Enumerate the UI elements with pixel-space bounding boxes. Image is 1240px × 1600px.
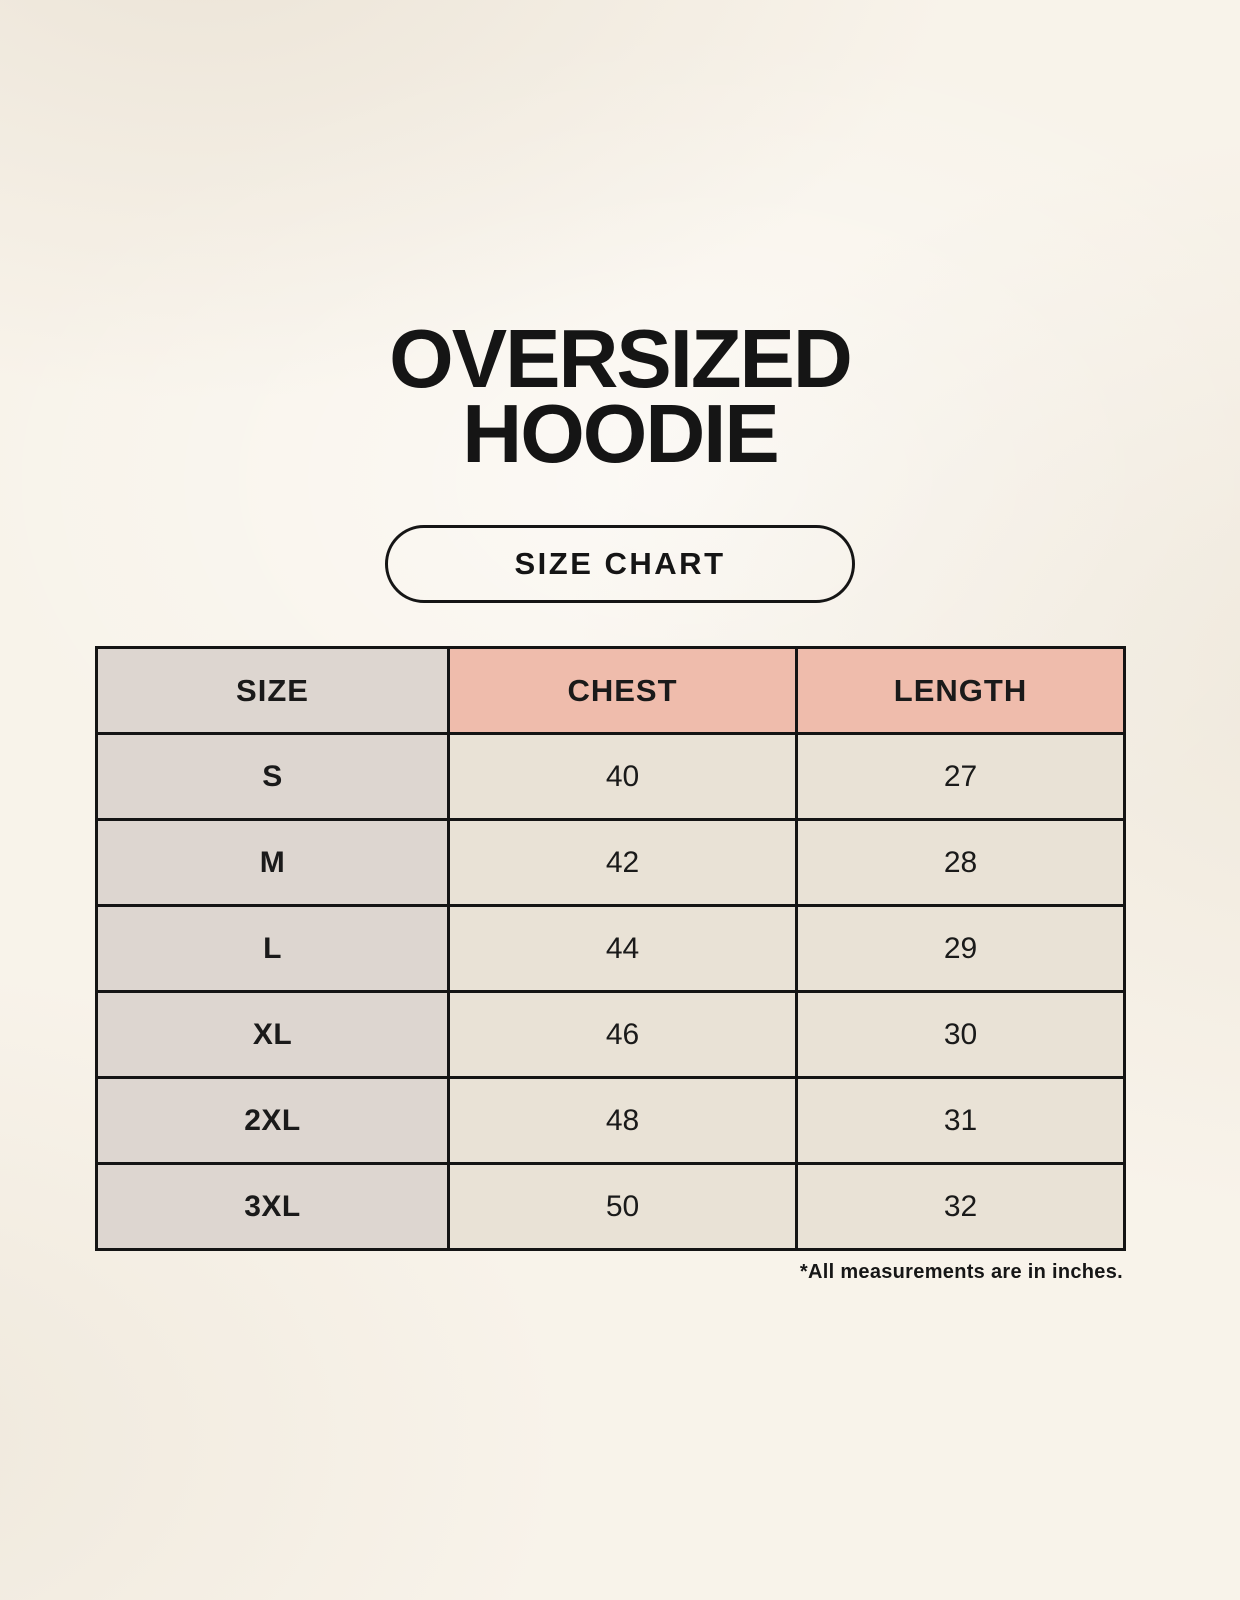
chest-value: 46 [447,990,798,1079]
chest-value: 44 [447,904,798,993]
length-value: 32 [795,1162,1126,1251]
column-header-size: SIZE [95,646,450,735]
size-label: 2XL [95,1076,450,1165]
size-label: 3XL [95,1162,450,1251]
length-value: 29 [795,904,1126,993]
length-value: 28 [795,818,1126,907]
chest-value: 42 [447,818,798,907]
table-row-2xl: 2XL 48 31 [95,1076,1126,1165]
size-label: S [95,732,450,821]
table-row-l: L 44 29 [95,904,1126,993]
length-value: 27 [795,732,1126,821]
length-value: 30 [795,990,1126,1079]
size-label: L [95,904,450,993]
column-header-chest: CHEST [447,646,798,735]
product-title: OVERSIZED HOODIE [0,312,1240,480]
table-header-row: SIZE CHEST LENGTH [95,646,1126,735]
table-row-xl: XL 46 30 [95,990,1126,1079]
column-header-length: LENGTH [795,646,1126,735]
chest-value: 48 [447,1076,798,1165]
size-label: XL [95,990,450,1079]
size-label: M [95,818,450,907]
measurements-footnote: *All measurements are in inches. [799,1261,1123,1283]
table-row-3xl: 3XL 50 32 [95,1162,1126,1251]
product-title-line-1: OVERSIZED [389,312,853,405]
table-row-m: M 42 28 [95,818,1126,907]
size-chart-badge-label: SIZE CHART [514,546,726,581]
length-value: 31 [795,1076,1126,1165]
chest-value: 50 [447,1162,798,1251]
size-chart-badge: SIZE CHART [385,525,855,603]
table-row-s: S 40 27 [95,732,1126,821]
chest-value: 40 [447,732,798,821]
product-title-line-2: HOODIE [462,387,779,480]
size-chart-table: SIZE CHEST LENGTH S 40 27 M 42 28 L 44 2… [95,646,1126,1251]
